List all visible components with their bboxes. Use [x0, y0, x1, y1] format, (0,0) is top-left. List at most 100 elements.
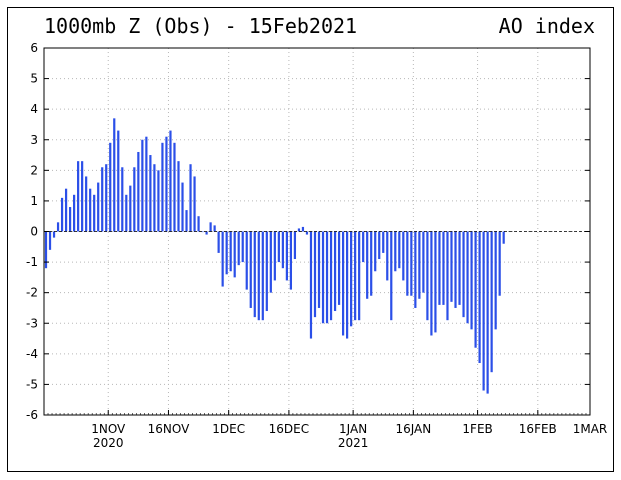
- bar: [197, 216, 200, 232]
- bar: [458, 231, 461, 305]
- bar: [374, 231, 377, 272]
- x-tick-label: 16NOV: [148, 422, 190, 436]
- y-tick-label: -2: [26, 286, 38, 300]
- bar: [81, 161, 84, 232]
- x-tick-sublabel: 2021: [338, 436, 369, 450]
- bar: [378, 231, 381, 260]
- bar: [221, 231, 224, 287]
- bar: [426, 231, 429, 321]
- bar: [209, 222, 212, 232]
- bar: [60, 197, 64, 232]
- bar: [321, 231, 325, 324]
- bar: [430, 231, 433, 336]
- bar: [333, 231, 337, 312]
- bar: [157, 170, 160, 232]
- bar: [301, 226, 305, 232]
- bar: [261, 231, 264, 321]
- bar: [237, 231, 240, 266]
- bar: [418, 231, 421, 299]
- bar: [362, 231, 365, 263]
- bar: [305, 231, 309, 235]
- y-tick-label: 3: [30, 133, 38, 147]
- y-tick-label: 1: [30, 194, 38, 208]
- bar: [502, 231, 505, 244]
- y-tick-label: -6: [26, 408, 38, 422]
- bar: [446, 231, 449, 321]
- bar: [390, 231, 393, 321]
- bar: [470, 231, 473, 330]
- bar: [277, 231, 280, 263]
- bar: [185, 210, 188, 232]
- bar: [273, 231, 276, 281]
- x-tick-label: 1JAN: [339, 422, 367, 436]
- bar: [325, 231, 329, 324]
- bar: [386, 231, 389, 281]
- bar: [145, 136, 148, 232]
- y-tick-label: 0: [30, 225, 38, 239]
- bar: [354, 231, 357, 321]
- bar: [93, 194, 96, 232]
- x-tick-label: 16DEC: [269, 422, 309, 436]
- bar: [68, 207, 72, 232]
- bar: [121, 167, 124, 232]
- bar: [398, 231, 401, 269]
- x-tick-sublabel: 2020: [93, 436, 124, 450]
- y-tick-label: 6: [30, 41, 38, 55]
- bar: [269, 231, 272, 293]
- plot-border: [43, 47, 591, 416]
- y-tick-label: -5: [26, 377, 38, 391]
- y-tick-label: 5: [30, 72, 38, 86]
- bar: [329, 231, 333, 321]
- bar: [422, 231, 425, 293]
- bar: [309, 231, 313, 339]
- bar: [289, 231, 293, 290]
- bar: [410, 231, 413, 296]
- bar: [317, 231, 321, 308]
- bar: [297, 228, 301, 232]
- bar: [229, 231, 232, 272]
- bar: [52, 231, 56, 238]
- bar: [454, 231, 457, 308]
- y-tick-label: 4: [30, 102, 38, 116]
- x-tick-label: 1DEC: [212, 422, 245, 436]
- bar: [394, 231, 397, 272]
- bar: [285, 231, 288, 281]
- bar: [73, 194, 76, 232]
- bar: [442, 231, 445, 305]
- bar: [486, 231, 489, 394]
- x-tick-label: 1FEB: [462, 422, 492, 436]
- bar: [189, 164, 192, 232]
- bar: [173, 142, 176, 232]
- bar: [217, 231, 220, 253]
- bar: [293, 231, 297, 260]
- bar: [133, 167, 136, 232]
- bar: [358, 231, 361, 321]
- bar: [462, 231, 465, 318]
- bar: [48, 231, 52, 250]
- bar: [161, 142, 164, 232]
- bar: [249, 231, 252, 308]
- bar: [97, 182, 100, 232]
- bar: [245, 231, 248, 290]
- bar: [141, 139, 144, 232]
- bar: [181, 182, 184, 232]
- bar: [434, 231, 437, 333]
- bar: [478, 231, 481, 364]
- y-tick-label: -4: [26, 347, 38, 361]
- bar: [153, 164, 156, 232]
- x-tick-label: 1NOV: [91, 422, 126, 436]
- bar: [341, 231, 345, 336]
- bar: [414, 231, 417, 308]
- bar: [125, 194, 128, 232]
- x-tick-label: 1MAR: [573, 422, 608, 436]
- bar: [129, 185, 132, 232]
- bar: [494, 231, 497, 330]
- bar: [265, 231, 268, 312]
- bar: [474, 231, 477, 348]
- bar: [89, 188, 92, 232]
- bar: [101, 167, 104, 232]
- y-tick-label: -3: [26, 316, 38, 330]
- bar: [44, 231, 48, 269]
- x-tick-label: 16JAN: [395, 422, 431, 436]
